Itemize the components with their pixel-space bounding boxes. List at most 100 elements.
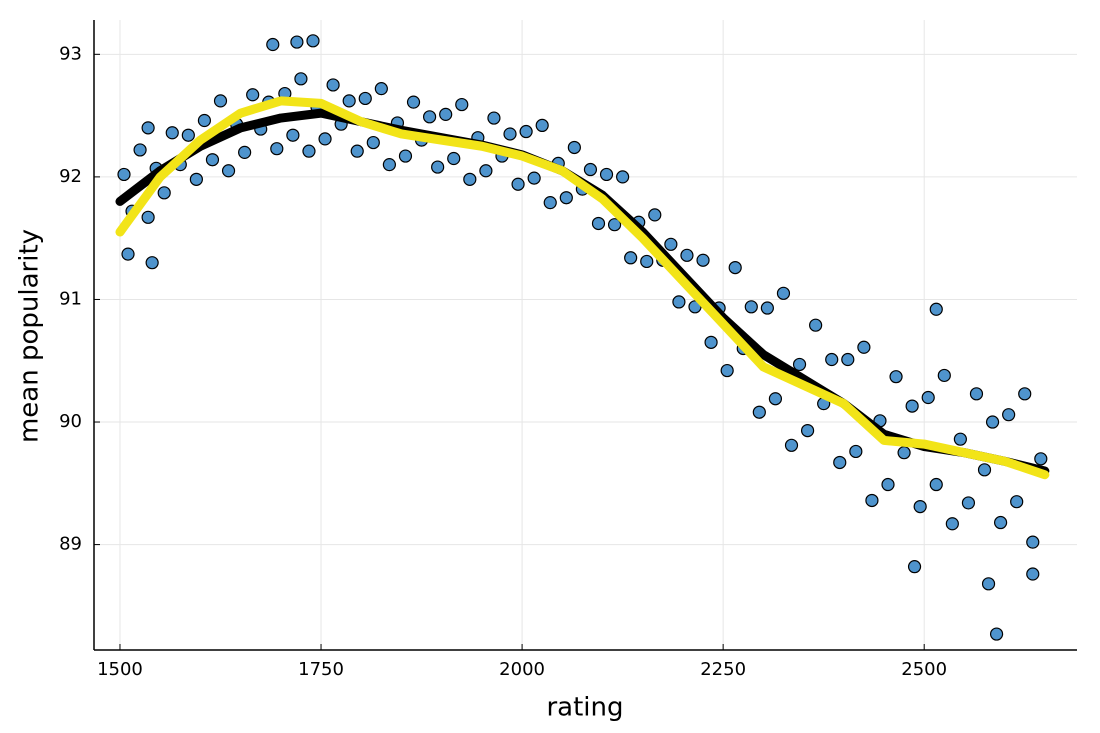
scatter-point (648, 208, 662, 222)
scatter-point (1034, 452, 1048, 466)
scatter-point (197, 113, 212, 128)
scatter-point (423, 110, 437, 124)
scatter-point (559, 191, 573, 205)
scatter-point (849, 444, 863, 459)
grid (94, 20, 1077, 650)
scatter-point (616, 170, 630, 184)
scatter-point (961, 496, 976, 510)
scatter-point (981, 577, 996, 591)
scatter-point (800, 424, 815, 438)
scatter-point (366, 135, 380, 150)
scatter-point (624, 251, 638, 265)
scatter-point (306, 34, 320, 48)
scatter-point (672, 295, 686, 309)
scatter-point (865, 493, 879, 508)
y-tick-label: 92 (59, 166, 82, 187)
scatter-point (792, 357, 807, 372)
scatter-point (406, 95, 421, 109)
scatter-point (937, 368, 951, 383)
scatter-point (607, 218, 622, 232)
x-tick-label: 2500 (901, 659, 947, 680)
scatter-point (141, 210, 155, 224)
scatter-point (728, 260, 742, 275)
scatter-point (302, 144, 316, 158)
scatter-point (1002, 408, 1016, 422)
scatter-point (398, 149, 413, 163)
scatter-point (929, 477, 943, 492)
scatter-point (157, 186, 171, 200)
scatter-point (768, 392, 783, 406)
scatter-point (290, 35, 304, 49)
scatter-point (374, 82, 388, 96)
scatter-point (543, 196, 557, 210)
scatter-point (358, 91, 372, 106)
scatter-point (133, 143, 147, 157)
trend-line (115, 96, 1050, 480)
scatter-point (286, 128, 300, 142)
scatter-point (1026, 567, 1040, 581)
scatter-point (487, 111, 501, 125)
scatter-point (527, 171, 541, 185)
scatter-point (431, 160, 445, 174)
y-tick-label: 89 (59, 534, 82, 555)
scatter-point (205, 153, 220, 167)
scatter-point (881, 477, 895, 492)
scatter-point (181, 128, 195, 142)
scatter-point (953, 432, 967, 446)
scatter-point (760, 301, 774, 315)
scatter-point (841, 352, 855, 367)
scatter-point (535, 118, 549, 133)
scatter-point (1018, 387, 1032, 401)
scatter-point (189, 172, 203, 186)
scatter-point (246, 88, 260, 102)
scatter-point (907, 560, 922, 574)
scatter-point (455, 97, 469, 112)
scatter-point (294, 72, 308, 86)
scatter-point (221, 164, 236, 178)
scatter-point (503, 127, 517, 141)
scatter-point (511, 177, 525, 191)
scatter-point (266, 37, 280, 52)
scatter-point (929, 302, 943, 316)
scatter-point (752, 405, 766, 419)
scatter-point (350, 144, 364, 158)
scatter-point (567, 140, 581, 155)
scatter-point (583, 162, 598, 177)
scatter-point (1010, 495, 1024, 509)
scatter-point (117, 167, 131, 182)
scatter-point (825, 352, 839, 367)
scatter-point (809, 318, 823, 332)
scatter-point (913, 499, 927, 514)
y-axis-label: mean popularity (15, 229, 45, 443)
scatter-point (270, 142, 284, 156)
scatter-point (479, 164, 493, 178)
scatter-point (985, 415, 1000, 429)
scatter-point (1026, 535, 1040, 549)
scatter-point (921, 390, 935, 405)
scatter-point (141, 121, 155, 135)
scatter-point (680, 248, 694, 262)
scatter-point (599, 167, 614, 182)
scatter-point (326, 78, 340, 92)
y-tick-label: 90 (59, 411, 82, 432)
scatter-point (463, 172, 477, 186)
scatter-point (704, 335, 718, 349)
scatter-point (318, 132, 332, 146)
scatter-point (238, 145, 252, 159)
scatter-point (591, 216, 606, 231)
x-tick-label: 1500 (97, 659, 143, 680)
scatter-point (977, 463, 992, 477)
y-tick-label: 93 (59, 43, 82, 64)
x-axis-label: rating (546, 693, 623, 723)
scatter-point (889, 370, 903, 384)
x-tick-label: 2000 (499, 659, 545, 680)
trend-line (115, 108, 1050, 476)
scatter-point (439, 107, 453, 121)
scatter-point (744, 300, 758, 314)
scatter-point (720, 363, 734, 378)
scatter-point (447, 151, 461, 166)
scatter-point (519, 124, 533, 139)
scatter-point (165, 126, 179, 140)
